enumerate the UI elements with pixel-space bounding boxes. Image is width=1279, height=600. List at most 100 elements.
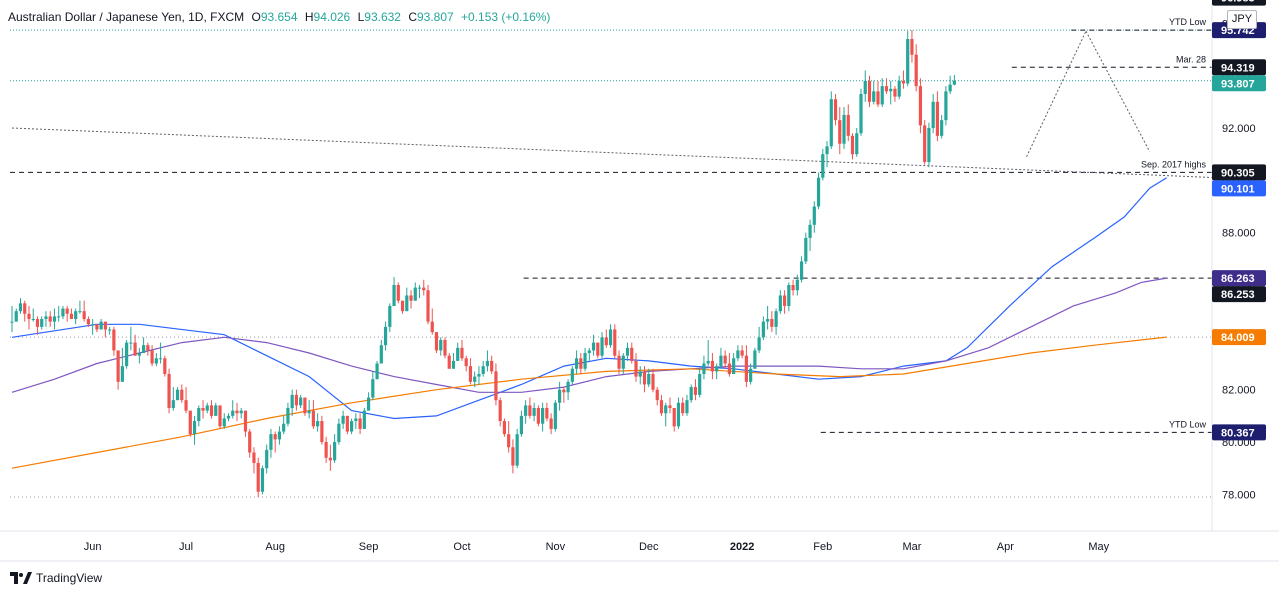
price-label-text: 86.253 [1221,289,1255,301]
tradingview-logo-icon [10,572,32,584]
low-label: L [357,10,365,24]
candle-body [778,295,782,312]
candle-body [137,353,141,356]
candle-body [477,373,481,377]
candle-body [103,321,107,330]
price-label-text: 96.983 [1221,0,1255,5]
candle-body [18,303,23,312]
price-label-text: 90.305 [1221,167,1255,179]
candle-body [74,311,78,320]
candle-body [307,410,311,414]
candle-body [502,421,507,435]
price-label-tag [1212,164,1266,181]
candle-body [108,329,112,331]
candle-body [498,400,502,422]
candle-body [931,101,935,128]
candle-body [519,415,523,435]
candle-body [375,363,379,380]
currency-badge[interactable]: JPY [1227,10,1257,29]
candle-body [757,337,761,351]
candle-body [171,400,175,409]
annotation-label: YTD Low [1169,17,1207,27]
candle-body [511,447,515,466]
candle-body [141,345,146,354]
candle-body [833,99,838,121]
candle-body [201,408,205,411]
candle-body [392,285,396,306]
candle-body [676,402,681,427]
price-label-text: 93.807 [1221,78,1255,90]
candle-body [400,300,405,312]
candle-body [549,418,553,429]
candle-body [872,91,876,102]
candle-body [366,397,371,411]
candle-body [316,421,320,427]
candle-body [209,405,214,416]
candle-body [48,316,52,322]
candle-body [490,360,494,372]
candle-body [923,125,927,163]
candle-body [638,371,642,377]
sma-line [11,277,1167,393]
candle-body [787,285,791,306]
candle-body [566,381,570,393]
y-tick-label: 92.000 [1222,123,1256,135]
candle-body [507,434,511,448]
candle-body [621,355,625,369]
candle-body [494,371,498,401]
candle-body [740,350,744,356]
candle-body [35,319,40,327]
candle-body [324,442,328,458]
candle-body [481,366,485,374]
x-tick-label: Aug [265,541,285,553]
candle-body [205,405,209,411]
candle-body [532,408,536,416]
candle-body [541,408,545,424]
candle-body [78,311,82,313]
x-tick-label: Jun [84,541,102,553]
candle-body [524,405,528,416]
candle-body [536,408,540,424]
candle-body [235,410,239,414]
candle-body [681,402,685,414]
candle-body [116,350,120,382]
candle-body [876,91,880,105]
candle-body [341,415,345,424]
candle-body [710,360,715,372]
candle-body [396,285,400,301]
tradingview-footer[interactable]: TradingView [10,569,102,587]
candle-body [770,319,774,327]
candle-body [672,408,676,427]
candle-body [884,86,889,92]
price-label-tag [1212,180,1266,197]
candle-body [753,350,757,369]
candle-body [354,418,358,422]
candle-body [791,285,795,291]
candle-body [910,39,914,55]
y-tick-label: 88.000 [1222,228,1256,240]
candle-body [443,339,447,356]
candle-body [799,261,804,280]
high-value: 94.026 [313,10,351,24]
x-tick-label: Nov [546,541,566,553]
candle-body [485,360,490,367]
candle-body [439,339,443,351]
candle-body [154,358,158,364]
candle-body [413,287,417,301]
candle-body [927,127,931,163]
candle-body [744,355,748,382]
candle-body [655,389,659,401]
candle-body [838,120,842,144]
candle-body [698,373,702,395]
candle-body [303,397,307,414]
candle-body [163,358,167,374]
open-value: 93.654 [260,10,298,24]
candle-body [693,387,698,395]
candle-body [40,319,44,327]
candle-body [825,146,829,155]
annotation-label: Sep. 2017 highs [1141,159,1207,169]
candle-body [816,177,821,207]
candle-body [761,321,765,338]
candle-body [880,86,884,105]
